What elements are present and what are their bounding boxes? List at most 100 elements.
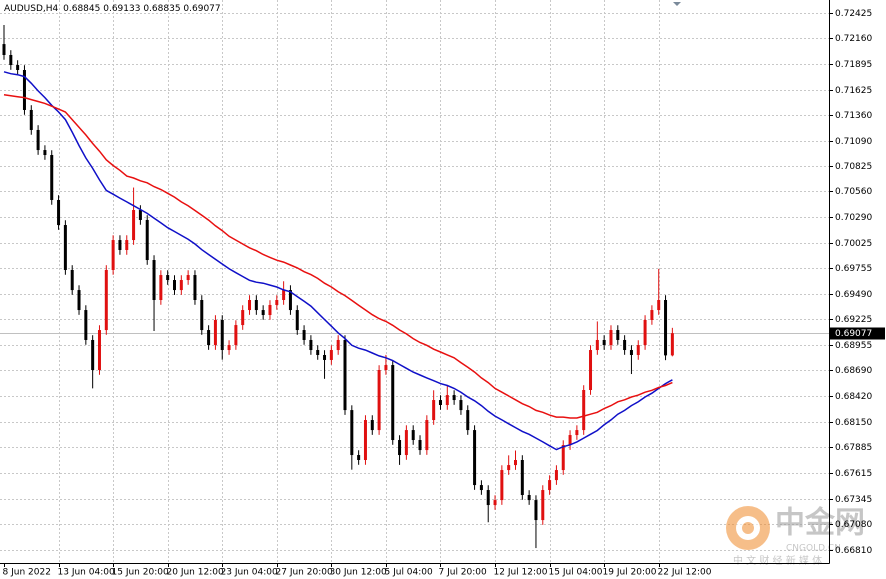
candle-body — [261, 310, 265, 316]
candle-body — [179, 280, 183, 291]
y-tick-label: 0.67615 — [835, 469, 872, 479]
x-tick-label: 5 Jul 04:00 — [385, 568, 434, 578]
candle-body — [507, 465, 511, 471]
candle-body — [616, 330, 620, 340]
y-tick-label: 0.70825 — [835, 162, 872, 172]
logo-dot — [742, 522, 754, 534]
candle-body — [589, 350, 593, 390]
x-tick-label: 15 Jul 04:00 — [549, 568, 603, 578]
last-price-tag — [829, 327, 885, 340]
candle-body — [22, 70, 26, 110]
candle-body — [541, 490, 545, 521]
candle-body — [186, 275, 190, 281]
x-tick-label: 22 Jul 12:00 — [658, 568, 712, 578]
quote-open: 0.68845 — [63, 4, 100, 14]
header: AUDUSD,H4 0.68845 0.69133 0.68835 0.6907… — [4, 4, 221, 14]
y-tick-label: 0.67080 — [835, 520, 872, 530]
ma-line — [3, 71, 673, 451]
candle-body — [398, 440, 402, 456]
candle-body — [534, 500, 538, 521]
candle-body — [438, 400, 442, 406]
candle-body — [138, 210, 142, 220]
y-tick-label: 0.68150 — [835, 418, 872, 428]
candle-body — [323, 354, 327, 360]
candle-body — [391, 365, 395, 441]
candle-body — [343, 339, 347, 411]
candle-body — [207, 330, 211, 346]
candle-body — [493, 500, 497, 506]
y-tick-label: 0.71360 — [835, 111, 872, 121]
candle-body — [377, 370, 381, 431]
quote-low: 0.68835 — [143, 4, 180, 14]
candle-body — [118, 240, 122, 250]
candle-body — [643, 319, 647, 346]
candle-body — [357, 455, 361, 461]
x-tick-label: 27 Jun 20:00 — [276, 568, 333, 578]
y-tick-label: 0.71625 — [835, 86, 872, 96]
candle-body — [445, 395, 449, 406]
x-tick-label: 20 Jun 12:00 — [167, 568, 224, 578]
candle-body — [193, 275, 197, 301]
candle-body — [29, 109, 33, 130]
y-tick-label: 0.72425 — [835, 9, 872, 19]
candle-body — [241, 310, 245, 326]
candle-body — [452, 395, 456, 401]
candle-body — [350, 410, 354, 456]
candle-body — [370, 420, 374, 431]
candle-body — [159, 275, 163, 301]
candle-body — [629, 350, 633, 355]
candle-body — [602, 339, 606, 346]
quote-high: 0.69133 — [103, 4, 140, 14]
candle-body — [220, 319, 224, 351]
candle-body — [459, 400, 463, 411]
candle-body — [227, 345, 231, 351]
quote-close: 0.69077 — [183, 4, 220, 14]
candle-body — [70, 269, 74, 291]
candle-body — [268, 304, 272, 316]
candle-body — [97, 330, 101, 371]
candle-body — [282, 290, 286, 301]
grid — [0, 0, 829, 563]
candle-body — [548, 480, 552, 491]
candle-body — [9, 54, 13, 66]
shift-marker — [673, 2, 681, 6]
candle-body — [582, 389, 586, 431]
x-tick-label: 30 Jun 12:00 — [330, 568, 387, 578]
y-tick-label: 0.68690 — [835, 366, 872, 376]
candle-body — [384, 365, 388, 371]
x-tick-label: 12 Jul 12:00 — [494, 568, 548, 578]
candle-body — [418, 440, 422, 451]
axes: 0.72425 0.72160 0.71895 0.71625 0.71360 0.710… — [3, 9, 885, 578]
x-tick-label: 19 Jul 20:00 — [603, 568, 657, 578]
candle-body — [527, 495, 531, 501]
y-tick-label: 0.68420 — [835, 392, 872, 402]
y-tick-label: 0.70025 — [835, 239, 872, 249]
y-tick-label: 0.69225 — [835, 315, 872, 325]
candle-body — [575, 430, 579, 436]
y-tick-label: 0.67885 — [835, 443, 872, 453]
candle-body — [432, 400, 436, 421]
candle-body — [466, 410, 470, 431]
candle-body — [514, 460, 517, 466]
candle-body — [91, 339, 95, 371]
candle-body — [275, 300, 279, 305]
candle-body — [623, 339, 627, 351]
y-tick-label: 0.67345 — [835, 495, 872, 505]
candle-body — [234, 325, 238, 346]
candle-body — [213, 319, 217, 346]
candle-body — [329, 350, 333, 360]
candle-body — [404, 430, 408, 456]
y-tick-label: 0.71090 — [835, 137, 872, 147]
candle-body — [84, 310, 88, 340]
y-tick-label: 0.68955 — [835, 341, 872, 351]
candle-body — [125, 240, 129, 250]
candle-body — [595, 339, 599, 351]
candle-body — [2, 44, 6, 55]
y-tick-label: 0.69755 — [835, 264, 872, 274]
candle-body — [302, 330, 306, 340]
candle-body — [200, 300, 204, 331]
watermark-name: 中金网 — [775, 506, 865, 541]
candle-body — [43, 150, 47, 156]
candle-body — [145, 219, 149, 261]
